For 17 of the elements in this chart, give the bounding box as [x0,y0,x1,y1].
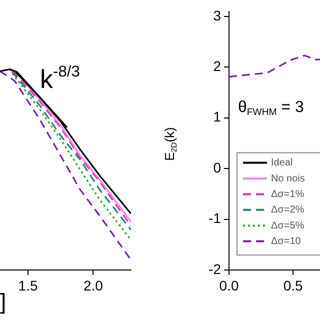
x-tick-label: 2.0 [83,277,104,294]
y-tick-label: -2 [208,260,222,277]
legend-label: Δσ=10 [271,236,302,248]
y-tick-label: 2 [213,58,222,74]
legend-label: Ideal [271,158,293,169]
y-tick-label: 0 [213,159,222,176]
x-axis-title: ] [0,288,6,314]
y-tick-label: 3 [213,7,222,24]
x-tick-label: 0.0 [219,277,239,294]
x-tick-label: 1.5 [18,277,38,294]
y-tick-label: -1 [208,210,222,226]
legend-label: Δσ=2% [271,204,304,216]
legend-label: Δσ=5% [271,220,304,232]
y-tick-label: 1 [213,108,222,125]
x-tick-label: 0.5 [283,277,304,294]
legend-label: Δσ=1% [271,188,304,200]
legend-label: No nois [271,173,305,184]
